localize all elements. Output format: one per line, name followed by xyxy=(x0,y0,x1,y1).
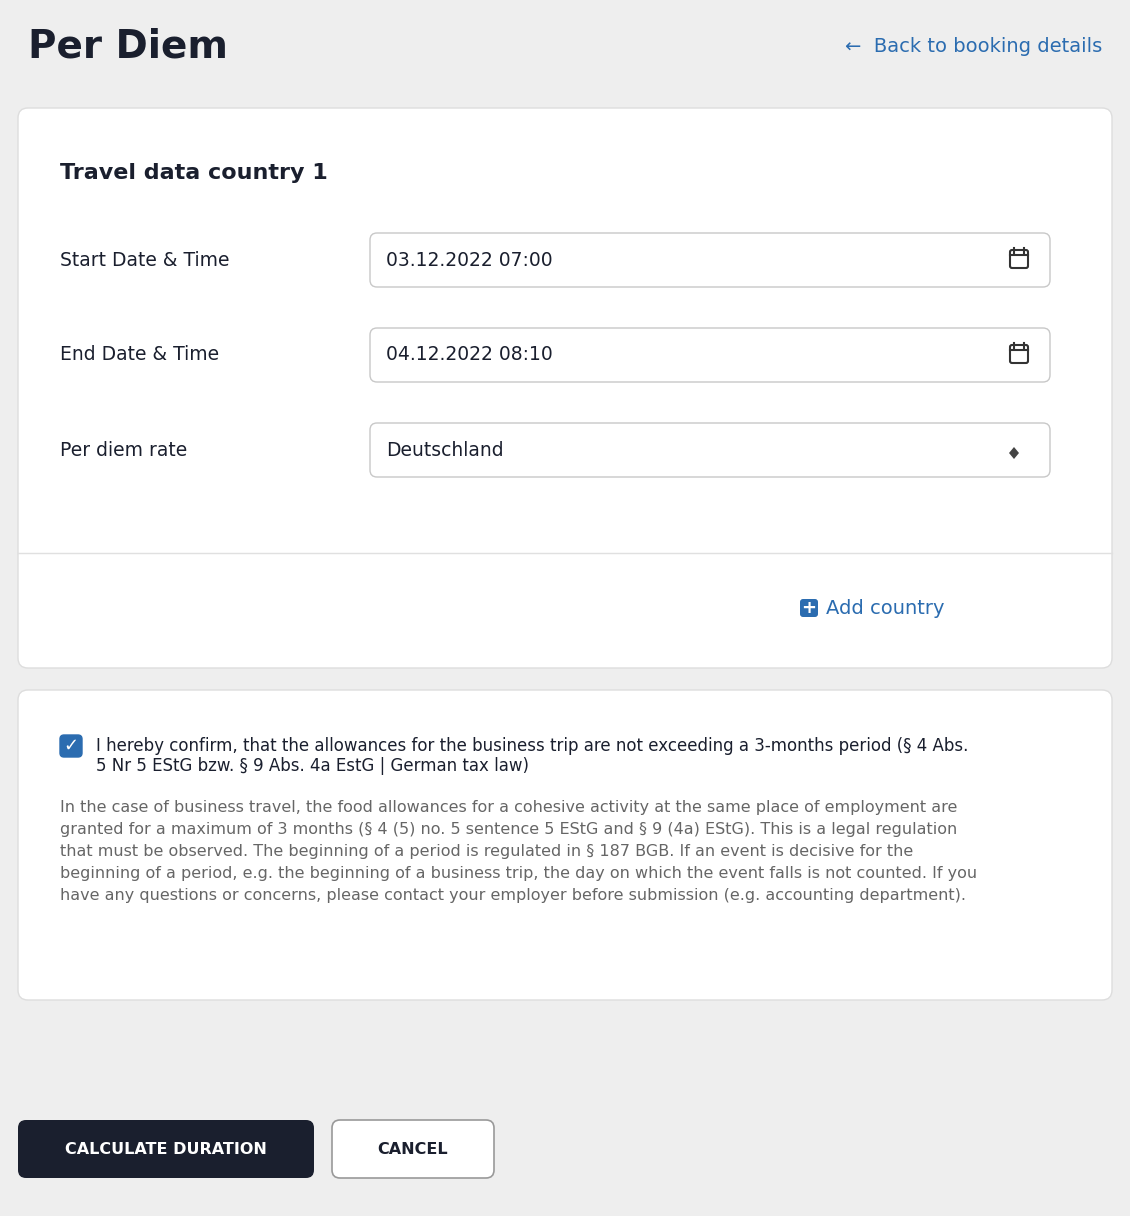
Text: CANCEL: CANCEL xyxy=(377,1142,449,1156)
Text: that must be observed. The beginning of a period is regulated in § 187 BGB. If a: that must be observed. The beginning of … xyxy=(60,844,913,858)
Text: ✓: ✓ xyxy=(63,737,79,755)
Text: granted for a maximum of 3 months (§ 4 (5) no. 5 sentence 5 EStG and § 9 (4a) ES: granted for a maximum of 3 months (§ 4 (… xyxy=(60,822,957,837)
Text: Per diem rate: Per diem rate xyxy=(60,440,188,460)
Text: I hereby confirm, that the allowances for the business trip are not exceeding a : I hereby confirm, that the allowances fo… xyxy=(96,737,968,755)
Text: beginning of a period, e.g. the beginning of a business trip, the day on which t: beginning of a period, e.g. the beginnin… xyxy=(60,866,977,882)
Text: Travel data country 1: Travel data country 1 xyxy=(60,163,328,182)
FancyBboxPatch shape xyxy=(800,599,818,617)
Polygon shape xyxy=(1009,447,1019,454)
Text: CALCULATE DURATION: CALCULATE DURATION xyxy=(66,1142,267,1156)
Text: 03.12.2022 07:00: 03.12.2022 07:00 xyxy=(386,250,553,270)
Text: Per Diem: Per Diem xyxy=(28,27,228,64)
Text: 04.12.2022 08:10: 04.12.2022 08:10 xyxy=(386,345,553,365)
FancyBboxPatch shape xyxy=(332,1120,494,1178)
Text: In the case of business travel, the food allowances for a cohesive activity at t: In the case of business travel, the food… xyxy=(60,800,957,815)
Text: have any questions or concerns, please contact your employer before submission (: have any questions or concerns, please c… xyxy=(60,888,966,903)
FancyBboxPatch shape xyxy=(370,328,1050,382)
FancyBboxPatch shape xyxy=(18,108,1112,668)
Text: 5 Nr 5 EStG bzw. § 9 Abs. 4a EstG | German tax law): 5 Nr 5 EStG bzw. § 9 Abs. 4a EstG | Germ… xyxy=(96,758,529,775)
Text: Add country: Add country xyxy=(826,598,945,618)
Text: End Date & Time: End Date & Time xyxy=(60,345,219,365)
FancyBboxPatch shape xyxy=(370,423,1050,477)
FancyBboxPatch shape xyxy=(18,689,1112,1000)
FancyBboxPatch shape xyxy=(370,233,1050,287)
Text: Start Date & Time: Start Date & Time xyxy=(60,250,229,270)
Text: ←  Back to booking details: ← Back to booking details xyxy=(845,36,1102,56)
Text: +: + xyxy=(801,599,817,617)
Polygon shape xyxy=(1009,454,1019,458)
FancyBboxPatch shape xyxy=(18,1120,314,1178)
FancyBboxPatch shape xyxy=(60,734,82,758)
Text: Deutschland: Deutschland xyxy=(386,440,504,460)
